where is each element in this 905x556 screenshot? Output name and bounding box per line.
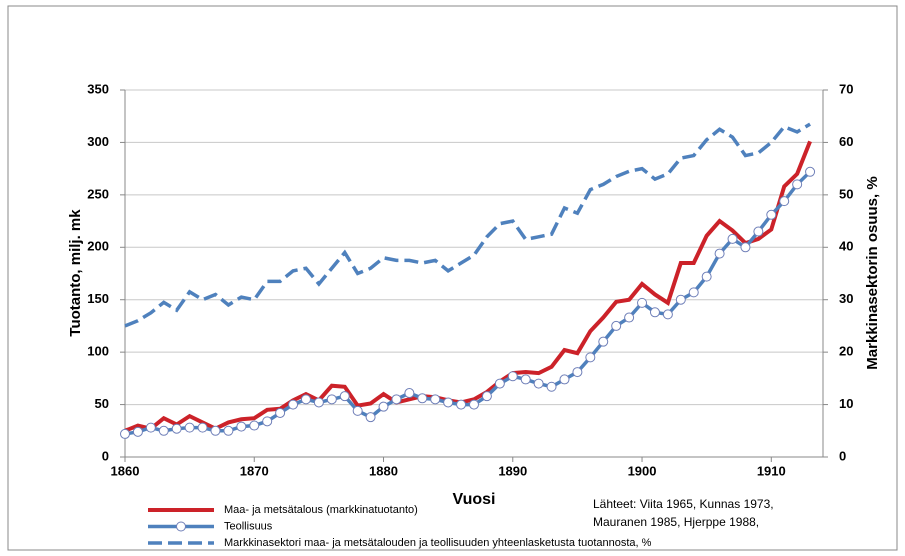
series-marker	[145, 422, 156, 433]
y-tick-label: 300	[87, 134, 109, 149]
series-marker	[249, 420, 260, 431]
series-marker	[494, 378, 505, 389]
series-marker	[520, 374, 531, 385]
series-marker	[365, 412, 376, 423]
y-axis-title: Tuotanto, milj. mk	[67, 209, 84, 337]
series-marker	[262, 416, 273, 427]
series-marker	[197, 422, 208, 433]
series-marker	[740, 242, 751, 253]
series-line	[124, 140, 812, 433]
series-marker	[352, 405, 363, 416]
series-marker	[766, 209, 777, 220]
series-marker	[210, 425, 221, 436]
y-tick-label: 100	[87, 344, 109, 359]
series-marker	[792, 179, 803, 190]
series-marker	[236, 421, 247, 432]
y2-tick-label: 70	[839, 81, 853, 96]
series-marker	[714, 248, 725, 259]
frame	[7, 5, 898, 551]
y2-tick-label: 20	[839, 344, 853, 359]
y-tick-label: 250	[87, 186, 109, 201]
series-marker	[727, 233, 738, 244]
y2-tick-label: 0	[839, 448, 846, 463]
y-tick-label: 50	[95, 396, 109, 411]
legend-label: Maa- ja metsätalous (markkinatuotanto)	[224, 504, 418, 516]
series-marker	[430, 394, 441, 405]
series-line	[124, 122, 811, 328]
x-tick-label: 1900	[628, 463, 657, 478]
series-marker	[559, 374, 570, 385]
series-marker	[637, 297, 648, 308]
series-marker	[456, 399, 467, 410]
series-marker	[585, 352, 596, 363]
legend-marker	[176, 521, 186, 532]
y2-tick-label: 30	[839, 291, 853, 306]
series-marker	[572, 367, 583, 378]
series-marker	[339, 391, 350, 402]
series-marker	[184, 422, 195, 433]
series-marker	[507, 371, 518, 382]
series-marker	[443, 397, 454, 408]
series-marker	[753, 226, 764, 237]
y-tick-label: 350	[87, 81, 109, 96]
x-tick-label: 1870	[240, 463, 269, 478]
annotation: Mauranen 1985, Hjerppe 1988,	[593, 515, 759, 529]
series-marker	[275, 407, 286, 418]
series-marker	[469, 399, 479, 410]
series-marker	[171, 423, 182, 434]
x-tick-label: 1890	[498, 463, 527, 478]
series-marker	[805, 166, 816, 177]
series-marker	[288, 399, 299, 410]
series-marker	[481, 391, 492, 402]
y2-tick-label: 50	[839, 186, 853, 201]
x-tick-label: 1910	[757, 463, 786, 478]
series-marker	[391, 394, 402, 405]
series-marker	[546, 381, 557, 392]
series-marker	[378, 401, 389, 412]
series-marker	[701, 271, 712, 282]
series-marker	[649, 307, 660, 318]
y-tick-label: 200	[87, 239, 109, 254]
series-marker	[662, 309, 673, 320]
series-marker	[120, 428, 130, 439]
series-marker	[675, 294, 686, 305]
series-marker	[313, 397, 324, 408]
y2-axis-title: Markkinasektorin osuus, %	[864, 176, 881, 369]
y2-tick-label: 60	[839, 134, 853, 149]
legend-label: Teollisuus	[224, 520, 273, 532]
series-marker	[624, 312, 635, 323]
series-marker	[326, 394, 337, 405]
series-marker	[158, 425, 169, 436]
series-marker	[533, 378, 544, 389]
y2-tick-label: 10	[839, 396, 853, 411]
series-marker	[598, 336, 609, 347]
legend-label: Markkinasektori maa- ja metsätalouden ja…	[224, 537, 652, 549]
series-marker	[611, 320, 622, 331]
y2-tick-label: 40	[839, 239, 853, 254]
x-tick-label: 1880	[369, 463, 398, 478]
series-marker	[404, 388, 415, 399]
annotation: Lähteet: Viita 1965, Kunnas 1973,	[593, 497, 774, 511]
y-tick-label: 0	[102, 448, 109, 463]
y-tick-label: 150	[87, 291, 109, 306]
series-marker	[223, 425, 234, 436]
series-marker	[417, 393, 428, 404]
series-marker	[132, 426, 143, 437]
series-marker	[779, 196, 790, 207]
series-marker	[688, 287, 699, 298]
series-marker	[300, 394, 311, 405]
x-axis-title: Vuosi	[453, 491, 496, 508]
x-tick-label: 1860	[111, 463, 140, 478]
